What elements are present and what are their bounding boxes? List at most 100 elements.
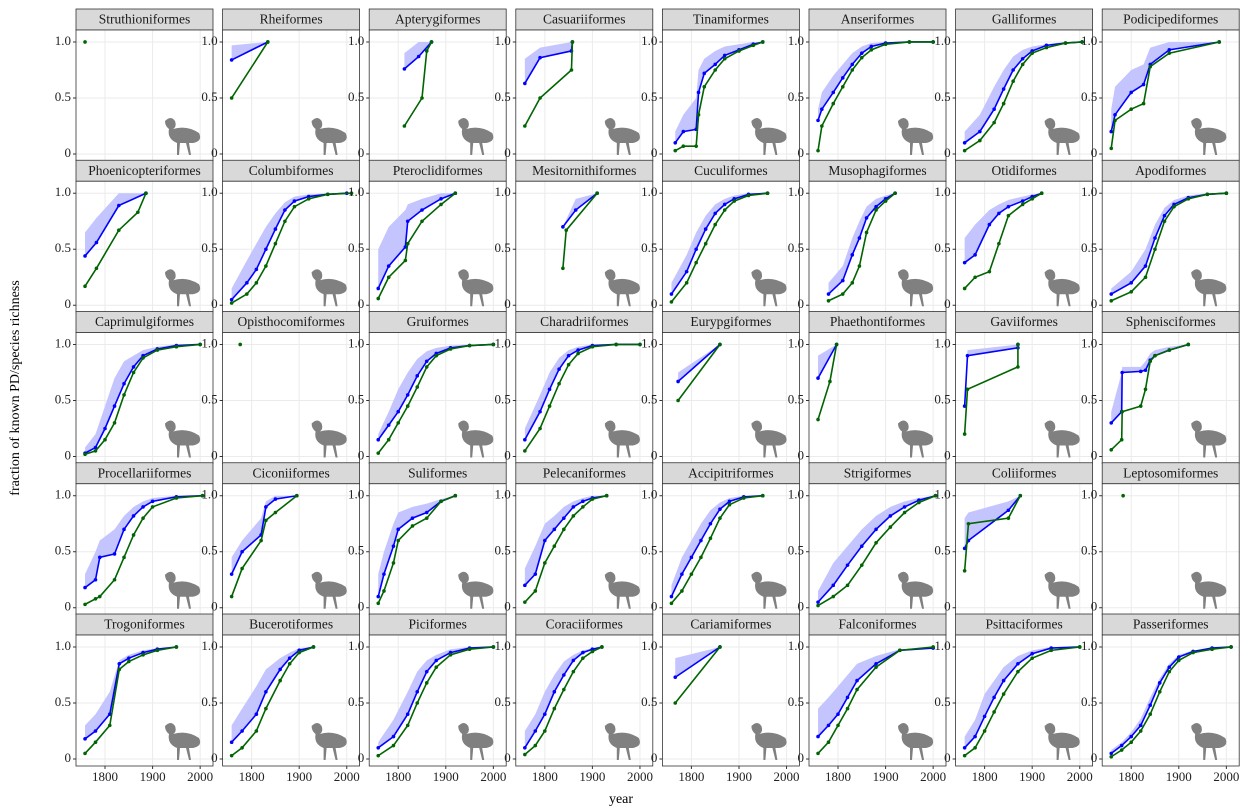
line bbox=[963, 495, 1021, 571]
panel: Sphenisciformes 0 0.5 1.0 bbox=[1081, 311, 1240, 464]
point bbox=[1011, 68, 1015, 72]
y-tick-label: 1.0 bbox=[934, 638, 950, 653]
silhouette bbox=[311, 118, 347, 155]
point bbox=[722, 53, 727, 58]
point bbox=[562, 527, 566, 532]
y-tick-label: 1.0 bbox=[495, 487, 511, 502]
y-tick-label: 0.5 bbox=[641, 240, 657, 255]
point bbox=[391, 561, 396, 565]
point bbox=[718, 516, 722, 520]
y-tick-label: 0 bbox=[798, 750, 805, 765]
point bbox=[403, 245, 408, 249]
point bbox=[415, 689, 420, 694]
point bbox=[973, 275, 977, 280]
panel-title: Gruiformes bbox=[407, 314, 469, 329]
point bbox=[962, 546, 967, 551]
point bbox=[857, 236, 862, 240]
point bbox=[264, 689, 268, 694]
point bbox=[306, 197, 311, 201]
band bbox=[85, 344, 201, 454]
point bbox=[840, 292, 845, 296]
x-tick-label: 1800 bbox=[1118, 769, 1144, 784]
point bbox=[1167, 665, 1172, 669]
point bbox=[424, 365, 429, 369]
point bbox=[1001, 87, 1006, 91]
point bbox=[283, 219, 287, 224]
y-tick-label: 0.5 bbox=[348, 240, 364, 255]
panel-title: Procellariiformes bbox=[98, 465, 192, 480]
panel: Phoenicopteriformes 0 0.5 1.0 bbox=[55, 159, 214, 313]
point bbox=[552, 706, 557, 711]
silhouette bbox=[458, 269, 494, 307]
point bbox=[1001, 692, 1006, 696]
y-tick-label: 1.0 bbox=[55, 184, 71, 199]
point bbox=[1109, 292, 1114, 296]
point bbox=[547, 404, 552, 408]
point bbox=[229, 58, 234, 62]
point bbox=[1120, 370, 1124, 375]
x-tick-label: 1800 bbox=[385, 769, 411, 784]
panel-title: Mesitornithiformes bbox=[532, 163, 636, 178]
point bbox=[415, 385, 420, 389]
point bbox=[103, 437, 107, 442]
point bbox=[117, 228, 121, 232]
point bbox=[689, 572, 694, 576]
panel: Procellariiformes 0 0.5 1.0 bbox=[55, 462, 214, 616]
point bbox=[386, 423, 391, 427]
point bbox=[83, 737, 87, 741]
panel-title: Falconiformes bbox=[839, 617, 917, 632]
x-tick-label: 2000 bbox=[187, 769, 213, 784]
point bbox=[543, 561, 547, 565]
y-tick-label: 1.0 bbox=[495, 335, 511, 350]
line bbox=[84, 192, 147, 257]
point bbox=[1210, 647, 1214, 652]
y-tick-label: 0 bbox=[504, 145, 511, 160]
point bbox=[155, 348, 160, 352]
silhouette bbox=[1191, 723, 1227, 760]
point bbox=[1109, 447, 1114, 452]
point bbox=[1006, 516, 1011, 520]
silhouette bbox=[751, 269, 787, 307]
line bbox=[84, 343, 201, 454]
point bbox=[131, 365, 136, 369]
panel: Piciformes 0 0.5 1.0 1800 1900 2000 bbox=[348, 613, 507, 784]
point bbox=[860, 51, 864, 55]
panel-title: Caprimulgiformes bbox=[95, 314, 194, 329]
point bbox=[860, 544, 864, 548]
silhouette bbox=[751, 571, 787, 609]
silhouette bbox=[1191, 420, 1227, 458]
y-tick-label: 0 bbox=[358, 750, 365, 765]
x-tick-label: 1900 bbox=[286, 769, 312, 784]
y-tick-label: 0 bbox=[211, 145, 218, 160]
point bbox=[229, 740, 234, 744]
y-tick-label: 0.5 bbox=[201, 391, 217, 406]
y-tick-label: 0.5 bbox=[1081, 694, 1097, 709]
y-tick-label: 0 bbox=[651, 750, 658, 765]
point bbox=[402, 124, 407, 128]
point bbox=[696, 90, 701, 95]
point bbox=[127, 656, 131, 660]
point bbox=[561, 266, 565, 271]
point bbox=[1030, 51, 1034, 55]
point bbox=[453, 191, 458, 196]
point bbox=[1217, 40, 1222, 44]
point bbox=[273, 510, 278, 515]
point bbox=[581, 505, 585, 509]
panel: Mesitornithiformes 0 0.5 1.0 bbox=[495, 159, 654, 313]
point bbox=[680, 589, 684, 593]
point bbox=[264, 505, 268, 509]
point bbox=[292, 204, 297, 209]
band bbox=[1111, 41, 1220, 132]
point bbox=[283, 208, 287, 212]
silhouette bbox=[898, 269, 934, 307]
point bbox=[973, 745, 977, 750]
line bbox=[231, 646, 314, 743]
point bbox=[1020, 202, 1025, 207]
point bbox=[238, 342, 243, 347]
y-tick-label: 1.0 bbox=[201, 335, 217, 350]
point bbox=[83, 602, 87, 607]
silhouette bbox=[458, 420, 494, 458]
point bbox=[978, 129, 982, 134]
panel: Charadriiformes 0 0.5 1.0 bbox=[495, 311, 654, 464]
panel: Pelecaniformes 0 0.5 1.0 bbox=[495, 462, 654, 616]
